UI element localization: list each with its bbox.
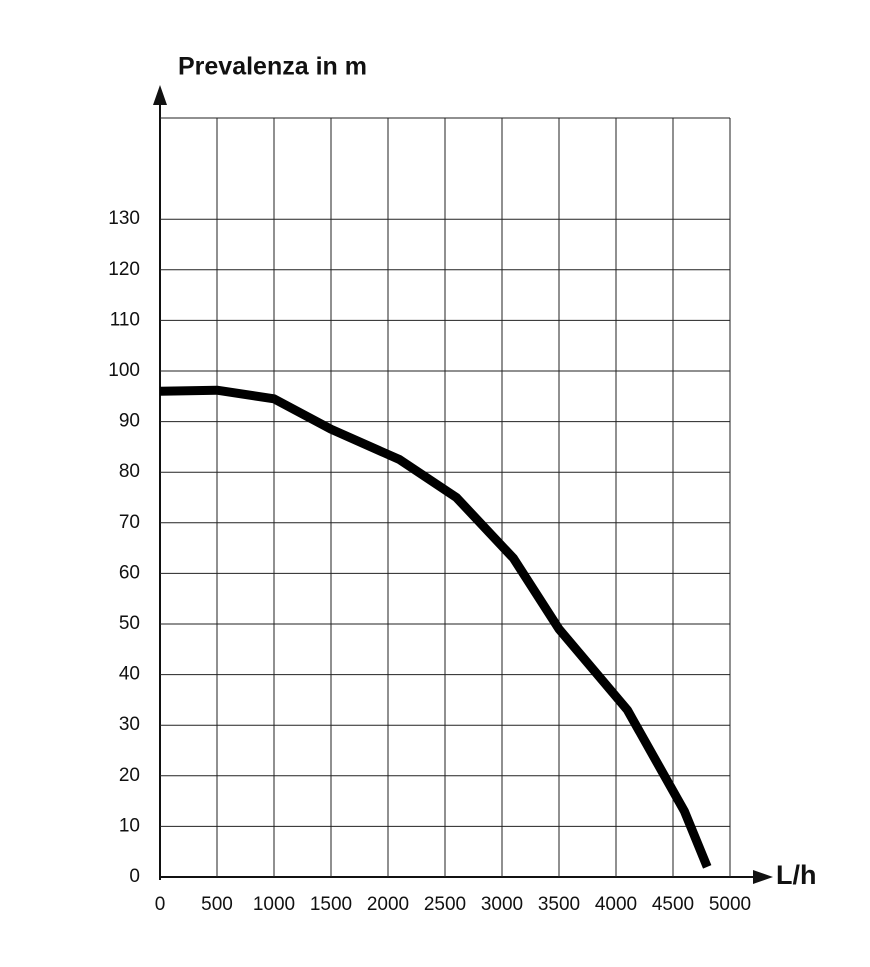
y-tick-label: 10: [119, 815, 140, 836]
x-tick-label: 3000: [481, 894, 523, 915]
x-axis-arrow: [753, 870, 773, 884]
x-tick-label: 1500: [310, 894, 352, 915]
y-tick-label: 40: [119, 664, 140, 685]
x-tick-label: 500: [201, 894, 233, 915]
y-tick-label: 70: [119, 512, 140, 533]
x-tick-label: 0: [155, 894, 166, 915]
y-axis-arrow: [153, 85, 167, 105]
x-tick-label: 1000: [253, 894, 295, 915]
y-tick-label: 30: [119, 714, 140, 735]
y-axis-label: Prevalenza in m: [178, 53, 367, 81]
y-tick-label: 130: [108, 208, 140, 229]
x-tick-label: 4500: [652, 894, 694, 915]
y-tick-label: 50: [119, 613, 140, 634]
x-tick-label: 4000: [595, 894, 637, 915]
y-tick-label: 20: [119, 765, 140, 786]
x-tick-label: 2500: [424, 894, 466, 915]
x-tick-label: 3500: [538, 894, 580, 915]
y-tick-label: 0: [129, 866, 140, 887]
y-tick-label: 60: [119, 562, 140, 583]
x-axis-label: L/h: [776, 860, 817, 890]
x-tick-label: 5000: [709, 894, 751, 915]
y-tick-label: 110: [110, 309, 140, 330]
x-tick-label: 2000: [367, 894, 409, 915]
y-tick-label: 120: [108, 259, 140, 280]
y-tick-label: 100: [108, 360, 140, 381]
y-tick-label: 80: [119, 461, 140, 482]
line-series: [159, 385, 712, 869]
y-tick-label: 90: [119, 411, 140, 432]
